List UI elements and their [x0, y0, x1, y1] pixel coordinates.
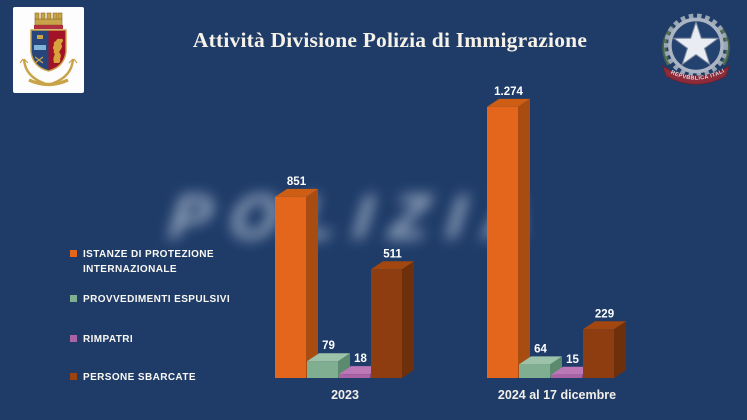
category-label: 2024 al 17 dicembre	[498, 388, 616, 402]
bar-side-face	[402, 261, 414, 378]
shield-icon	[30, 29, 67, 72]
lion-icon	[53, 38, 63, 63]
polizia-crest-icon	[19, 12, 78, 87]
bar-value-label: 79	[322, 340, 335, 352]
legend-item-istanze: ISTANZE DI PROTEZIONE INTERNAZIONALE	[70, 248, 255, 277]
legend-label: PROVVEDIMENTI ESPULSIVI	[83, 294, 231, 305]
slide-title: Attività Divisione Polizia di Immigrazio…	[192, 28, 588, 52]
legend-item-persone: PERSONE SBARCATE	[70, 371, 255, 386]
bar-value-label: 64	[534, 343, 547, 355]
legend-label: PERSONE SBARCATE	[83, 372, 196, 383]
bar-front-face	[371, 269, 402, 378]
bar-top-face	[307, 353, 350, 362]
bar-front-face	[519, 364, 550, 378]
polizia-di-stato-logo	[13, 7, 84, 93]
legend-label: RIMPATRI	[83, 334, 134, 345]
legend-swatch-rimpatri	[70, 335, 77, 342]
legend-swatch-provvedimenti	[70, 295, 77, 302]
legend-item-rimpatri: RIMPATRI	[70, 333, 255, 348]
bar-side-face	[306, 188, 318, 378]
category-label: 2023	[331, 388, 359, 402]
legend-swatch-persone	[70, 373, 77, 380]
bar-top-face	[371, 261, 414, 270]
bar-side-face	[614, 321, 626, 378]
bar-top-face	[487, 98, 530, 107]
bar-value-label: 229	[595, 308, 614, 320]
bar-front-face	[583, 329, 614, 378]
republic-emblem-icon: REPVBBLICA ITALIANA	[649, 1, 731, 85]
bar-value-label: 851	[287, 176, 307, 188]
bar-side-face	[550, 356, 562, 378]
bar-front-face	[339, 374, 370, 378]
bar-front-face	[487, 106, 518, 379]
bar-value-label: 511	[383, 248, 402, 260]
republic-emblem: REPVBBLICA ITALIANA	[649, 1, 741, 96]
bar-top-face	[583, 321, 626, 330]
bar-front-face	[551, 374, 582, 378]
bar-value-label: 18	[354, 353, 367, 365]
legend-swatch-istanze	[70, 250, 77, 257]
legend-item-provvedimenti: PROVVEDIMENTI ESPULSIVI	[70, 293, 255, 308]
bar-value-label: 15	[566, 354, 579, 366]
star-icon	[672, 20, 720, 66]
bar-top-face	[519, 356, 562, 365]
bar-front-face	[307, 361, 338, 378]
crown-icon	[34, 12, 63, 29]
bar-front-face	[275, 196, 306, 378]
bar-side-face	[518, 98, 530, 379]
bar-value-label: 1.274	[494, 86, 523, 98]
legend-label: ISTANZE DI PROTEZIONE INTERNAZIONALE	[83, 249, 214, 275]
bar-top-face	[275, 188, 318, 197]
wreath-icon	[19, 58, 78, 87]
